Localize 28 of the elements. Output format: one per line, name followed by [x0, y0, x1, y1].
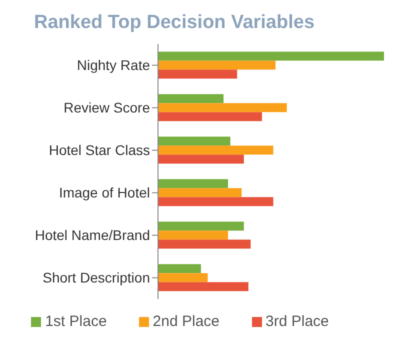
- legend-label: 2nd Place: [152, 313, 220, 330]
- y-tick-label: Nighty Rate: [76, 57, 150, 74]
- bar: [158, 197, 274, 206]
- legend-label: 1st Place: [45, 313, 107, 330]
- bar: [158, 188, 242, 198]
- legend-label: 3rd Place: [266, 313, 329, 330]
- y-tick-label: Review Score: [64, 100, 150, 116]
- y-tick-label: Hotel Star Class: [48, 142, 150, 158]
- bar: [158, 222, 244, 231]
- bar: [158, 136, 230, 146]
- bar: [158, 146, 274, 155]
- bar: [158, 240, 251, 249]
- bar: [158, 273, 208, 282]
- bar: [158, 52, 384, 61]
- y-tick-label: Image of Hotel: [58, 184, 150, 201]
- y-tick-label: Hotel Name/Brand: [34, 227, 150, 244]
- bar: [158, 94, 224, 104]
- chart-title: Ranked Top Decision Variables: [33, 11, 316, 34]
- bar: [158, 230, 228, 240]
- bar: [158, 179, 228, 188]
- bar: [158, 60, 276, 70]
- bar: [158, 264, 201, 274]
- bar: [158, 112, 262, 122]
- bar: [158, 103, 287, 112]
- bar: [158, 154, 244, 164]
- bar: [158, 70, 238, 79]
- y-tick-label: Short Description: [42, 270, 150, 286]
- bar: [158, 282, 248, 292]
